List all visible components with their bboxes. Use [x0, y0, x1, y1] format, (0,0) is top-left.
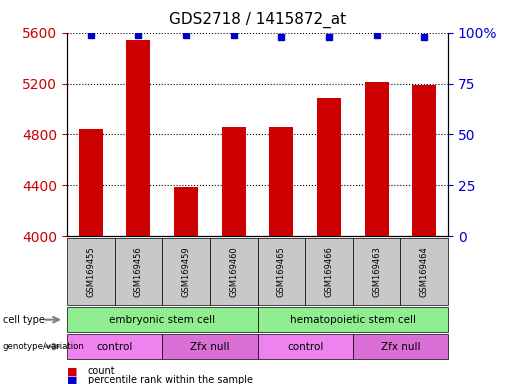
- Text: GSM169459: GSM169459: [182, 247, 191, 297]
- Text: control: control: [96, 341, 133, 352]
- Text: Zfx null: Zfx null: [381, 341, 420, 352]
- Text: cell type: cell type: [3, 314, 44, 325]
- Text: Zfx null: Zfx null: [190, 341, 230, 352]
- Text: embryonic stem cell: embryonic stem cell: [109, 314, 215, 325]
- Text: GDS2718 / 1415872_at: GDS2718 / 1415872_at: [169, 12, 346, 28]
- Bar: [79, 129, 102, 236]
- Bar: [365, 82, 388, 236]
- Text: genotype/variation: genotype/variation: [3, 342, 84, 351]
- Text: GSM169463: GSM169463: [372, 246, 381, 297]
- Text: ■: ■: [67, 366, 77, 376]
- Text: count: count: [88, 366, 115, 376]
- Text: GSM169460: GSM169460: [229, 246, 238, 297]
- Text: GSM169465: GSM169465: [277, 246, 286, 297]
- Text: GSM169455: GSM169455: [87, 247, 95, 297]
- Text: percentile rank within the sample: percentile rank within the sample: [88, 375, 252, 384]
- Text: control: control: [287, 341, 323, 352]
- Text: ■: ■: [67, 375, 77, 384]
- Bar: [413, 85, 436, 236]
- Bar: [222, 127, 246, 236]
- Bar: [269, 127, 293, 236]
- Text: GSM169456: GSM169456: [134, 246, 143, 297]
- Bar: [127, 40, 150, 236]
- Bar: [317, 98, 341, 236]
- Text: GSM169464: GSM169464: [420, 246, 428, 297]
- Text: hematopoietic stem cell: hematopoietic stem cell: [290, 314, 416, 325]
- Bar: [174, 187, 198, 236]
- Text: GSM169466: GSM169466: [324, 246, 333, 297]
